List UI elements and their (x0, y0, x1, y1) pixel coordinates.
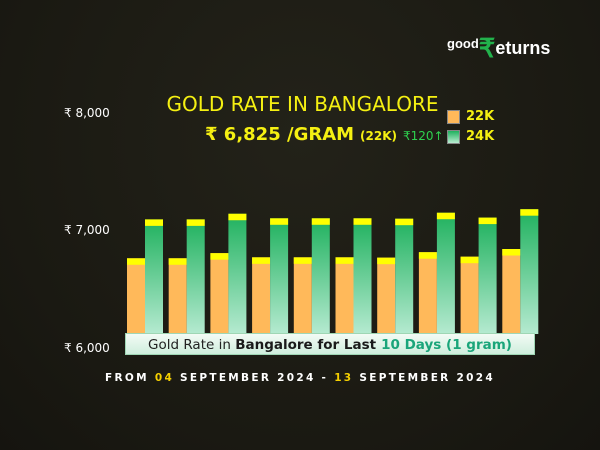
bar-cap (168, 258, 187, 265)
bar-cap (353, 218, 372, 225)
bar-cap (395, 218, 414, 226)
bar-22k-2 (168, 258, 187, 334)
bar-cap (520, 209, 539, 216)
legend-swatch-22k (447, 109, 460, 124)
bar-cap (186, 219, 205, 226)
from-day: 04 (154, 372, 175, 384)
bar-24k-2 (186, 219, 205, 334)
bar-cap (270, 218, 289, 225)
bar-22k-5 (293, 257, 312, 334)
bar-cap (418, 252, 437, 259)
chart-title: GOLD RATE IN BANGALORE (166, 92, 439, 116)
caption-bold: Bangalore for Last (235, 337, 377, 353)
bar-22k-9 (460, 256, 479, 334)
bar-22k-1 (127, 258, 145, 334)
chart-caption-band: Gold Rate in Bangalore for Last 10 Days (… (125, 333, 535, 355)
bar-24k-1 (145, 219, 163, 334)
bar-cap (436, 212, 455, 220)
bar-cap (478, 217, 497, 225)
bar-cap (252, 257, 271, 264)
bar-cap (460, 256, 479, 264)
bar-22k-10 (502, 249, 521, 334)
bar-24k-4 (270, 218, 289, 334)
bar-24k-9 (478, 217, 497, 334)
bar-cap (502, 249, 521, 256)
bar-22k-4 (252, 257, 271, 334)
caption-prefix: Gold Rate in (148, 337, 231, 353)
bar-22k-8 (418, 252, 437, 334)
bar-24k-5 (311, 218, 330, 334)
bar-24k-8 (436, 212, 455, 334)
date-range: FROM 04 SEPTEMBER 2024 - 13 SEPTEMBER 20… (0, 372, 600, 384)
bar-cap (293, 257, 312, 264)
bar-cap (335, 257, 354, 264)
bar-24k-3 (228, 213, 247, 334)
to-day: 13 (334, 372, 354, 384)
price-change: ₹120↑ (403, 129, 444, 143)
bar-22k-7 (377, 257, 396, 334)
legend-swatch-24k (447, 129, 460, 144)
from-rest: SEPTEMBER 2024 - (180, 372, 329, 384)
price-unit: (22K) (360, 129, 398, 143)
bar-cap (210, 253, 229, 260)
bar-22k-3 (210, 253, 229, 334)
bar-22k-6 (335, 257, 354, 334)
bar-cap (228, 213, 247, 221)
bar-cap (145, 219, 163, 226)
from-label: FROM (105, 372, 149, 384)
bar-cap (127, 258, 145, 265)
bar-24k-6 (353, 218, 372, 334)
legend-22k: 22K (447, 109, 494, 124)
goodreturns-logo: good₹eturns (447, 33, 551, 63)
bar-cap (311, 218, 330, 225)
y-tick-label: ₹ 8,000 (64, 106, 110, 120)
to-rest: SEPTEMBER 2024 (359, 372, 495, 384)
y-tick-label: ₹ 6,000 (64, 341, 110, 355)
bar-24k-10 (520, 209, 539, 334)
legend-label: 22K (466, 109, 495, 124)
legend-label: 24K (466, 129, 495, 144)
y-tick-label: ₹ 7,000 (64, 223, 110, 237)
bar-24k-7 (395, 218, 414, 334)
bar-cap (377, 257, 396, 265)
legend-24k: 24K (447, 129, 494, 144)
price-value: ₹ 6,825 /GRAM (205, 124, 355, 145)
price-line: ₹ 6,825 /GRAM (22K) ₹120↑ (205, 124, 444, 145)
caption-highlight: 10 Days (1 gram) (381, 337, 512, 353)
